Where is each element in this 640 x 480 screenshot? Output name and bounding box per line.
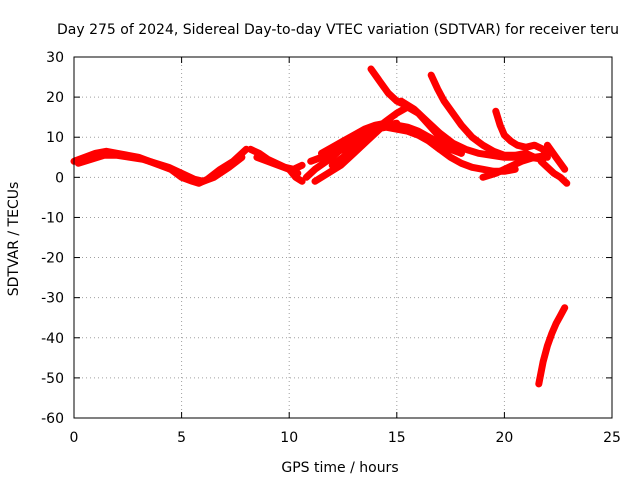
y-axis-label: SDTVAR / TECUs: [6, 182, 22, 297]
y-tick-label: -30: [41, 291, 64, 307]
plot-frame: [73, 56, 613, 419]
x-tick-label: 5: [177, 430, 186, 446]
x-tick-label: 10: [280, 430, 298, 446]
series-arc-18: [537, 157, 571, 187]
series-arc-13: [427, 71, 538, 161]
y-tick-label: 30: [46, 50, 64, 66]
series-arc-15: [447, 143, 465, 157]
x-axis-label: GPS time / hours: [281, 460, 398, 476]
axis-ticks: 0 5 10 15 20 25 -60 -50 -40 -30 -20 -10 0 10 20 30: [41, 50, 621, 446]
series-arc-19: [543, 141, 569, 173]
y-tick-label: -60: [41, 411, 64, 427]
y-tick-label: -20: [41, 251, 64, 267]
y-tick-label: -10: [41, 210, 64, 226]
x-tick-label: 20: [495, 430, 513, 446]
series-arc-16: [479, 151, 551, 181]
series-arc-2: [74, 151, 246, 185]
series-arc-20: [535, 304, 569, 388]
series-arc-8: [311, 125, 384, 185]
x-tick-label: 15: [388, 430, 406, 446]
y-tick-label: -40: [41, 331, 64, 347]
series-arc-5: [285, 165, 306, 185]
y-tick-label: 0: [55, 170, 64, 186]
x-tick-label: 0: [70, 430, 79, 446]
grid: [74, 57, 612, 418]
series-arc-9: [318, 119, 465, 157]
y-tick-label: 20: [46, 90, 64, 106]
x-tick-label: 25: [603, 430, 621, 446]
y-tick-label: 10: [46, 130, 64, 146]
chart-title: Day 275 of 2024, Sidereal Day-to-day VTE…: [57, 22, 619, 38]
y-tick-label: -50: [41, 371, 64, 387]
data-series-group: [70, 65, 571, 388]
series-arc-17: [492, 107, 551, 161]
